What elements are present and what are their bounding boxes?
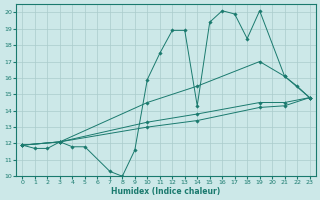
X-axis label: Humidex (Indice chaleur): Humidex (Indice chaleur) xyxy=(111,187,221,196)
